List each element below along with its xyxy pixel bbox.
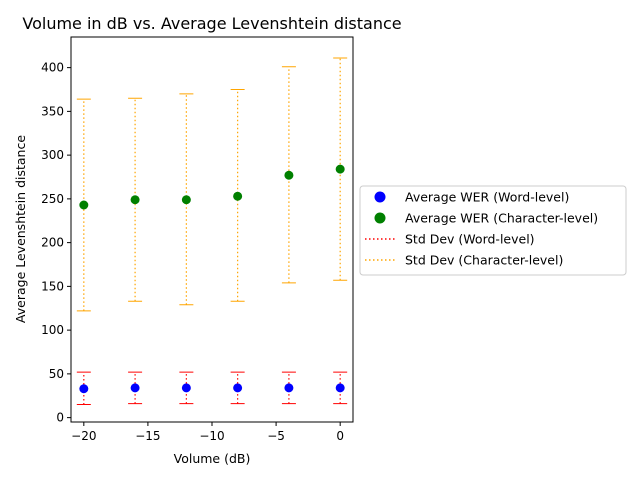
data-point (181, 383, 191, 393)
y-axis-label: Average Levenshtein distance (13, 135, 28, 323)
y-tick-label: 0 (56, 411, 64, 425)
plot-area (76, 57, 348, 405)
axes-frame (70, 36, 354, 423)
y-tick-label: 150 (41, 279, 64, 293)
chart-title: Volume in dB vs. Average Levenshtein dis… (22, 14, 401, 33)
legend-entry: Std Dev (Character-level) (405, 253, 563, 268)
x-axis: −20 −15 −10 −5 0 (71, 422, 344, 443)
data-point (233, 191, 243, 201)
data-point (284, 383, 294, 393)
legend-marker (374, 191, 386, 203)
legend-marker (374, 212, 386, 224)
data-point (130, 195, 140, 205)
data-point (79, 384, 89, 394)
y-tick-label: 250 (41, 192, 64, 206)
legend-entry: Average WER (Character-level) (405, 211, 598, 226)
y-tick-label: 50 (49, 367, 64, 381)
data-point (130, 383, 140, 393)
data-point (79, 200, 89, 210)
data-point (181, 195, 191, 205)
legend-entry: Std Dev (Word-level) (405, 232, 535, 247)
x-tick-label: −15 (135, 429, 160, 443)
y-tick-label: 300 (41, 148, 64, 162)
data-point (335, 383, 345, 393)
y-tick-label: 350 (41, 104, 64, 118)
legend: Average WER (Word-level) Average WER (Cha… (359, 185, 627, 276)
legend-entry: Average WER (Word-level) (405, 190, 569, 205)
y-tick-label: 200 (41, 236, 64, 250)
y-axis: 0 50 100 150 200 250 300 350 400 (41, 61, 71, 425)
x-axis-label: Volume (dB) (174, 451, 251, 466)
y-tick-label: 100 (41, 323, 64, 337)
y-tick-label: 400 (41, 61, 64, 75)
data-point (284, 170, 294, 180)
legend-frame (359, 185, 627, 276)
x-tick-label: −5 (267, 429, 285, 443)
x-tick-label: −10 (199, 429, 224, 443)
x-tick-label: 0 (336, 429, 344, 443)
x-tick-label: −20 (71, 429, 96, 443)
data-point (335, 164, 345, 174)
data-point (233, 383, 243, 393)
